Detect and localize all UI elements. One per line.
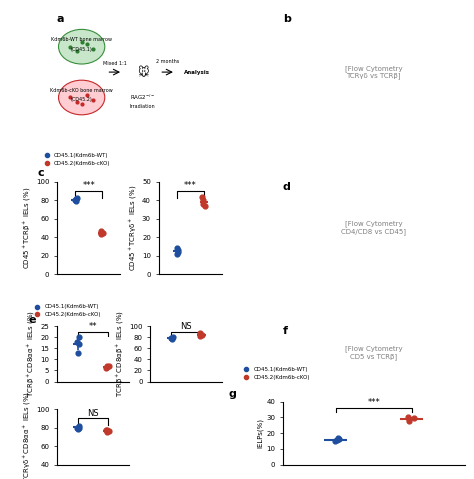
Point <box>103 429 110 436</box>
Point <box>75 333 83 341</box>
Point <box>199 200 207 208</box>
Point <box>174 248 182 256</box>
Y-axis label: IELPs(%): IELPs(%) <box>257 418 264 448</box>
Text: f: f <box>283 326 288 336</box>
Y-axis label: TCRγδ$^+$CD8αα$^+$ IELs (%): TCRγδ$^+$CD8αα$^+$ IELs (%) <box>22 391 33 479</box>
Text: ***: *** <box>184 181 197 190</box>
Text: Analysis: Analysis <box>184 69 210 75</box>
Point <box>336 435 343 443</box>
Y-axis label: TCRβ$^+$CD8αα$^+$ IELs (%): TCRβ$^+$CD8αα$^+$ IELs (%) <box>26 310 37 398</box>
Text: ***: *** <box>82 181 95 190</box>
Point <box>199 193 206 200</box>
Point <box>97 229 105 237</box>
Y-axis label: TCRβ$^+$CD8αβ$^+$ IELs (%): TCRβ$^+$CD8αβ$^+$ IELs (%) <box>115 310 127 397</box>
Text: (CD45.2): (CD45.2) <box>71 97 92 103</box>
Point <box>196 331 204 339</box>
Text: 🐭: 🐭 <box>137 67 148 78</box>
Text: d: d <box>283 182 291 192</box>
Text: e: e <box>28 315 36 325</box>
Point <box>74 425 82 433</box>
Point <box>169 333 176 341</box>
Point <box>75 422 83 430</box>
Point <box>103 426 110 433</box>
Ellipse shape <box>58 29 105 64</box>
Point <box>196 331 204 338</box>
Point <box>196 330 204 337</box>
Point <box>404 413 412 421</box>
Point <box>173 250 181 258</box>
Point <box>73 338 81 345</box>
Text: c: c <box>38 168 45 178</box>
Point <box>405 417 413 424</box>
Point <box>75 340 82 348</box>
Y-axis label: CD45$^+$TCRβ$^+$ IELs (%): CD45$^+$TCRβ$^+$ IELs (%) <box>22 187 33 269</box>
Text: ***: *** <box>367 399 380 407</box>
Text: NS: NS <box>87 409 99 418</box>
Text: **: ** <box>89 322 97 331</box>
Point <box>99 229 107 237</box>
Text: Kdm6b-WT bone marrow: Kdm6b-WT bone marrow <box>51 37 112 42</box>
Text: 2 months: 2 months <box>156 59 179 64</box>
Point <box>71 196 79 204</box>
Text: (CD45.1): (CD45.1) <box>71 46 92 52</box>
Point <box>410 414 418 422</box>
Point <box>97 230 104 238</box>
Text: [Flow Cytometry
CD4/CD8 vs CD45]: [Flow Cytometry CD4/CD8 vs CD45] <box>341 221 406 235</box>
Text: [Flow Cytometry
TCRγδ vs TCRβ]: [Flow Cytometry TCRγδ vs TCRβ] <box>345 65 402 80</box>
Text: b: b <box>283 14 291 24</box>
Point <box>105 428 113 435</box>
Point <box>103 365 110 372</box>
Point <box>103 363 110 371</box>
Point <box>201 202 208 210</box>
Point <box>168 335 175 342</box>
Point <box>73 194 81 202</box>
Legend: CD45.1(Kdm6b-WT), CD45.2(Kdm6b-cKO): CD45.1(Kdm6b-WT), CD45.2(Kdm6b-cKO) <box>31 304 101 318</box>
Point <box>174 246 182 254</box>
Text: a: a <box>57 14 64 24</box>
Text: g: g <box>228 389 236 399</box>
Text: NS: NS <box>181 322 192 331</box>
Y-axis label: CD45$^+$TCRγδ$^+$ IELs (%): CD45$^+$TCRγδ$^+$ IELs (%) <box>128 185 139 271</box>
Text: Irradiation: Irradiation <box>130 104 155 109</box>
Point <box>168 334 176 342</box>
Point <box>173 244 181 252</box>
Text: Kdm6b-cKO bone marrow: Kdm6b-cKO bone marrow <box>50 88 113 93</box>
Legend: CD45.1(Kdm6b-WT), CD45.2(Kdm6b-cKO): CD45.1(Kdm6b-WT), CD45.2(Kdm6b-cKO) <box>41 152 111 166</box>
Text: [Flow Cytometry
CD5 vs TCRβ]: [Flow Cytometry CD5 vs TCRβ] <box>345 345 402 360</box>
Point <box>73 424 81 432</box>
Text: RAG2$^{-/-}$: RAG2$^{-/-}$ <box>130 93 155 102</box>
Legend: CD45.1(Kdm6b-WT), CD45.2(Kdm6b-cKO): CD45.1(Kdm6b-WT), CD45.2(Kdm6b-cKO) <box>240 366 310 380</box>
Text: Mixed 1:1: Mixed 1:1 <box>103 61 127 66</box>
Point <box>105 362 113 370</box>
Point <box>333 436 340 444</box>
Point <box>199 331 206 339</box>
Point <box>72 197 80 205</box>
Point <box>331 437 338 445</box>
Point <box>199 196 207 204</box>
Point <box>97 227 105 235</box>
Point <box>74 349 82 356</box>
Point <box>72 195 80 203</box>
Point <box>334 434 341 442</box>
Ellipse shape <box>58 80 105 115</box>
Point <box>75 424 82 432</box>
Point <box>167 334 174 342</box>
Point <box>103 427 110 434</box>
Point <box>405 415 413 423</box>
Point <box>103 362 110 370</box>
